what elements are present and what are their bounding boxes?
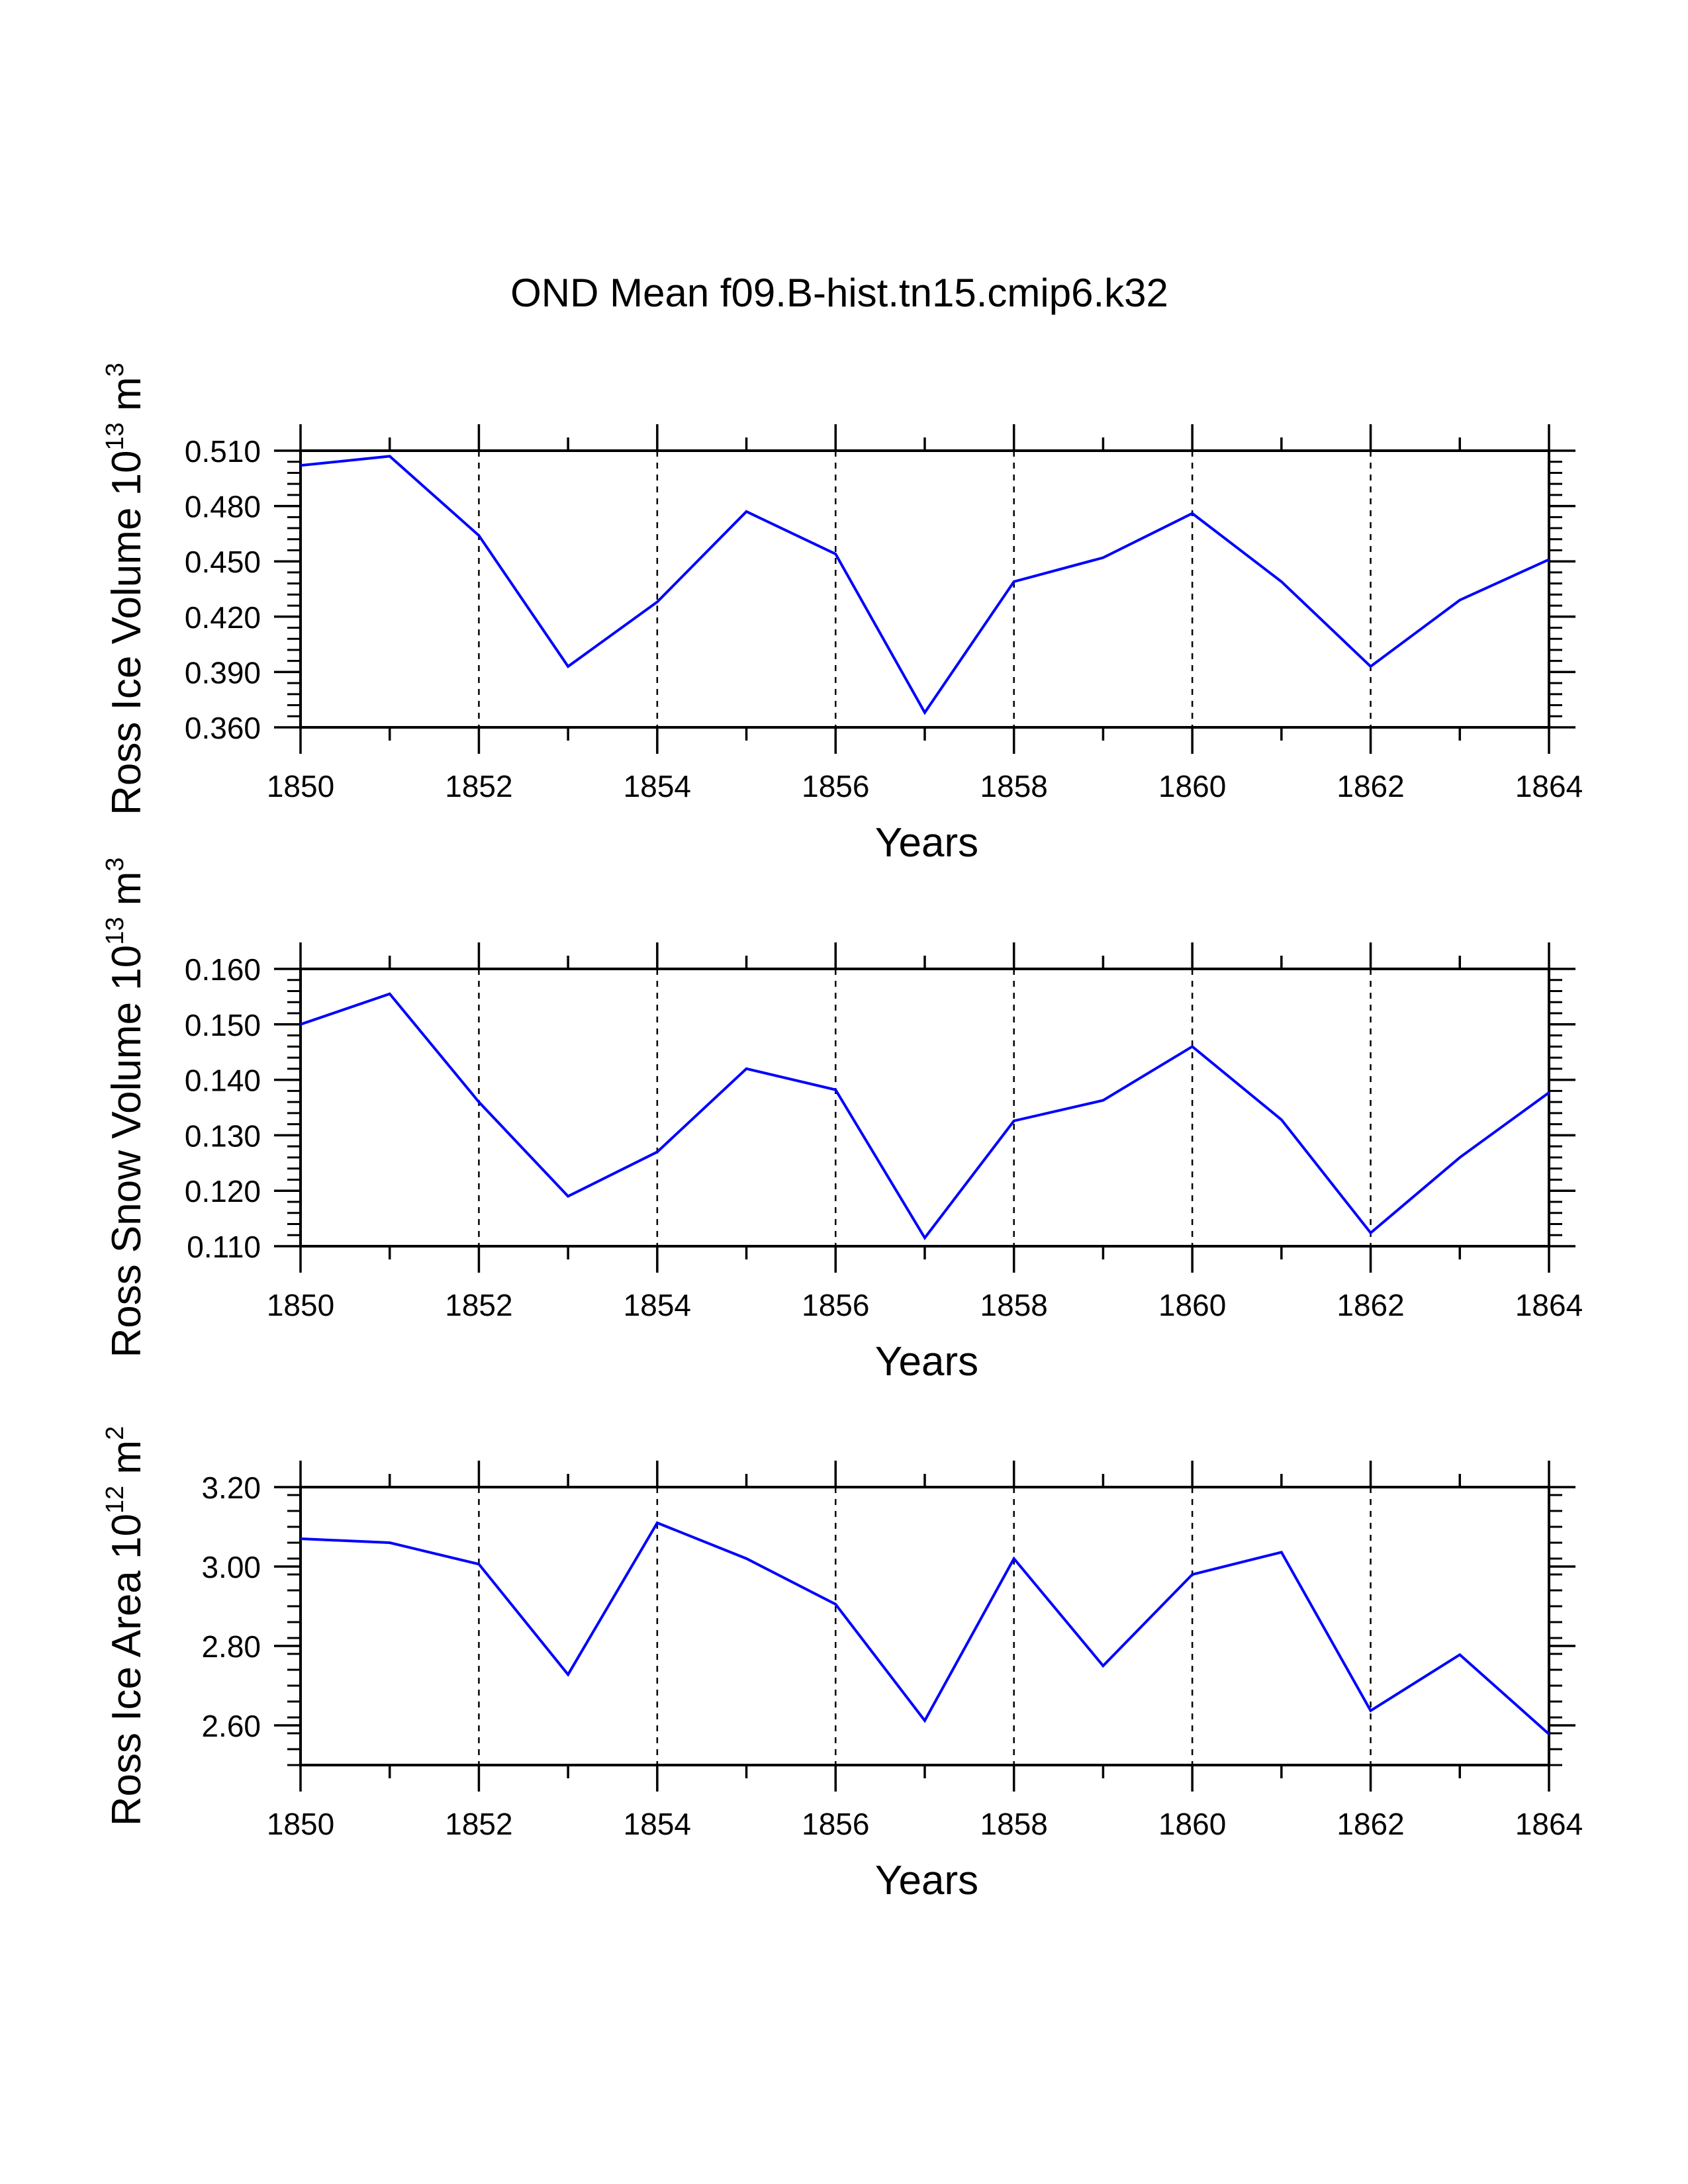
x-tick-label: 1852 [445, 1288, 512, 1322]
y-axis-label-superscript: 13 [101, 422, 129, 450]
y-axis-label-superscript: 3 [101, 363, 129, 377]
y-axis-label-part: m [104, 1440, 150, 1486]
y-tick-label: 0.420 [185, 600, 261, 635]
data-point [1013, 581, 1015, 582]
panel-2: 1850 1852 1854 1856 1858 1860 1862 1864 0.110 0.1… [101, 857, 1583, 1385]
x-tick-label: 1854 [624, 1807, 691, 1841]
y-axis-label-part: Ross Ice Volume 10 [104, 450, 150, 815]
chart-title: OND Mean f09.B-hist.tn15.cmip6.k32 [510, 271, 1168, 315]
x-tick-label: 1850 [267, 769, 334, 803]
x-tick-label: 1850 [267, 1288, 334, 1322]
panel-3: 1850 1852 1854 1856 1858 1860 1862 1864 2.60 2.80… [101, 1426, 1583, 1903]
data-point [1548, 559, 1550, 560]
x-tick-label: 1858 [980, 1807, 1048, 1841]
y-axis-label-superscript: 12 [101, 1486, 129, 1514]
y-axis-label-superscript: 13 [101, 917, 129, 944]
y-tick-label: 0.120 [185, 1174, 261, 1208]
x-tick-label: 1852 [445, 1807, 512, 1841]
data-point [567, 1196, 569, 1197]
data-point [1192, 1046, 1193, 1047]
plot-frame [299, 1486, 1550, 1766]
data-point [1548, 1092, 1550, 1093]
series-line [300, 992, 1550, 1240]
x-tick-label: 1864 [1515, 1807, 1583, 1841]
data-point [389, 993, 391, 995]
x-tick-label: 1864 [1515, 1288, 1583, 1322]
y-tick-label: 0.150 [185, 1008, 261, 1042]
y-tick-label: 2.80 [201, 1629, 261, 1664]
data-point [1370, 1710, 1372, 1711]
y-tick-label: 0.360 [185, 711, 261, 745]
x-tick-label: 1862 [1336, 1807, 1404, 1841]
data-point [389, 455, 391, 457]
x-tick-label: 1860 [1158, 1288, 1226, 1322]
y-tick-label: 0.510 [185, 434, 261, 469]
data-point [1548, 1733, 1550, 1735]
data-point [746, 511, 747, 512]
data-point [835, 553, 836, 555]
y-tick-label: 3.00 [201, 1550, 261, 1584]
data-point [746, 1068, 747, 1069]
x-tick-label: 1860 [1158, 1807, 1226, 1841]
y-axis-label-part: Ross Ice Area 10 [104, 1514, 150, 1826]
data-point [567, 1674, 569, 1675]
x-tick-label: 1856 [802, 1288, 869, 1322]
y-axis-label: Ross Snow Volume 1013 m3 [101, 857, 150, 1357]
series-line [300, 1521, 1550, 1735]
y-tick-label: 0.110 [187, 1230, 261, 1264]
x-tick-label: 1856 [802, 1807, 869, 1841]
data-point [1192, 1574, 1193, 1575]
x-tick-label: 1852 [445, 769, 512, 803]
plot-frame [299, 968, 1550, 1248]
data-point [1370, 1232, 1372, 1234]
y-tick-label: 0.130 [185, 1118, 261, 1153]
y-tick-label: 0.480 [185, 490, 261, 524]
data-point [1281, 581, 1282, 582]
data-point [1192, 513, 1193, 514]
y-tick-label: 0.390 [185, 655, 261, 690]
y-axis-label-part: m [104, 377, 150, 422]
x-axis-label: Years [875, 1858, 978, 1903]
data-point [835, 1604, 836, 1605]
y-axis-label: Ross Ice Area 1012 m2 [101, 1426, 150, 1826]
x-tick-label: 1860 [1158, 769, 1226, 803]
data-point [567, 666, 569, 667]
x-tick-label: 1858 [980, 769, 1048, 803]
y-tick-label: 0.450 [185, 545, 261, 579]
y-tick-label: 0.160 [185, 952, 261, 987]
series-line [300, 455, 1550, 715]
y-axis-label-superscript: 2 [101, 1426, 129, 1440]
x-tick-label: 1856 [802, 769, 869, 803]
y-tick-label: 2.60 [201, 1709, 261, 1743]
data-point [1281, 1119, 1282, 1120]
data-point [1013, 1120, 1015, 1122]
x-tick-label: 1850 [267, 1807, 334, 1841]
data-point [835, 1089, 836, 1091]
x-axis-label: Years [875, 820, 978, 866]
y-axis-label: Ross Ice Volume 1013 m3 [101, 363, 150, 815]
x-tick-label: 1862 [1336, 769, 1404, 803]
y-axis-label-part: m [104, 872, 150, 917]
data-point [1281, 1551, 1282, 1553]
x-tick-label: 1864 [1515, 769, 1583, 803]
x-tick-label: 1854 [624, 1288, 691, 1322]
x-tick-label: 1854 [624, 769, 691, 803]
panel-1: 1850 1852 1854 1856 1858 1860 1862 1864 0.360 0.3… [101, 363, 1583, 866]
y-axis-label-superscript: 3 [101, 857, 129, 871]
x-tick-label: 1862 [1336, 1288, 1404, 1322]
y-tick-label: 0.140 [185, 1064, 261, 1098]
data-point [1370, 666, 1372, 667]
plot-frame [299, 449, 1550, 729]
x-tick-label: 1858 [980, 1288, 1048, 1322]
y-tick-label: 3.20 [201, 1471, 261, 1505]
x-axis-label: Years [875, 1339, 978, 1385]
y-axis-label-part: Ross Snow Volume 10 [104, 945, 150, 1358]
